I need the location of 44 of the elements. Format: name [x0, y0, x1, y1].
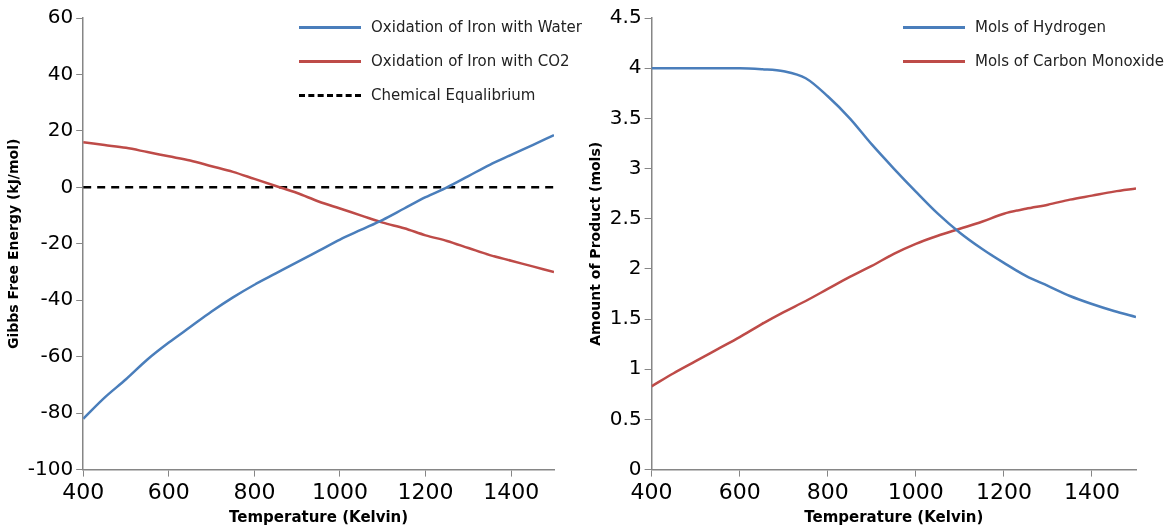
- y-tick-label: 1: [628, 355, 642, 380]
- x-tick-label: 1200: [397, 478, 454, 504]
- x-tick-label: 1400: [483, 478, 540, 504]
- legend-label: Chemical Equalibrium: [371, 86, 536, 104]
- y-tick-label: 1.5: [609, 305, 642, 330]
- line-series: [83, 140, 554, 274]
- x-tick-label: 1000: [312, 478, 368, 504]
- y-tick-label: 0: [628, 455, 642, 480]
- x-tick-label: 1200: [975, 478, 1032, 504]
- y-tick-label: 3.5: [609, 104, 642, 129]
- y-tick-label: -60: [40, 342, 74, 367]
- y-axis-title: Amount of Product (mols): [587, 141, 604, 346]
- y-tick-label: 40: [47, 60, 74, 85]
- line-series: [651, 187, 1136, 388]
- y-tick-label: 4: [628, 54, 642, 79]
- y-tick-label: 3: [628, 154, 642, 179]
- y-tick-label: 0: [60, 173, 74, 198]
- x-axis-title: Temperature (Kelvin): [229, 507, 409, 526]
- y-tick-label: -40: [40, 286, 74, 311]
- x-tick-label: 400: [62, 478, 105, 504]
- x-tick-label: 600: [718, 478, 761, 504]
- legend-label: Oxidation of Iron with CO2: [371, 52, 570, 70]
- legend-label: Mols of Carbon Monoxide: [974, 52, 1164, 70]
- y-axis-title: Gibbs Free Energy (kJ/mol): [5, 138, 22, 349]
- legend-label: Oxidation of Iron with Water: [371, 18, 582, 36]
- x-tick-label: 600: [147, 478, 190, 504]
- x-tick-label: 800: [233, 478, 276, 504]
- y-tick-label: 0.5: [609, 405, 642, 430]
- y-tick-label: -20: [40, 230, 74, 254]
- y-tick-label: 4.5: [609, 4, 642, 29]
- line-series: [651, 66, 1136, 319]
- x-tick-label: 400: [630, 478, 673, 504]
- x-axis-title: Temperature (Kelvin): [804, 507, 984, 526]
- y-tick-label: 60: [47, 4, 74, 29]
- y-tick-label: 2.5: [609, 204, 642, 229]
- x-tick-label: 800: [806, 478, 849, 504]
- line-series: [83, 133, 554, 421]
- y-tick-label: 20: [47, 117, 74, 142]
- x-tick-label: 1000: [887, 478, 944, 504]
- x-tick-label: 1400: [1063, 478, 1120, 504]
- y-tick-label: 2: [628, 255, 642, 280]
- y-tick-label: -100: [27, 455, 74, 480]
- legend-label: Mols of Hydrogen: [974, 18, 1106, 36]
- y-tick-label: -80: [40, 399, 74, 424]
